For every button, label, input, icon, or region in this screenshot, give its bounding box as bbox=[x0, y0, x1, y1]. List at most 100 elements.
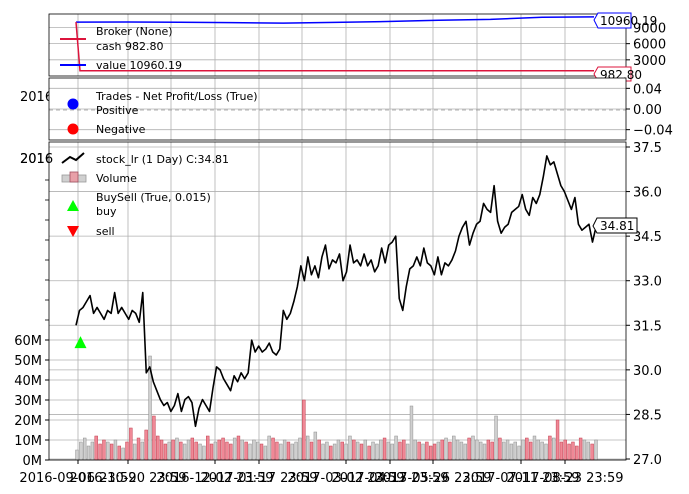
trades-panel: 0.04 0.00 −0.04 2016 Trades - Net Profit/L… bbox=[20, 77, 673, 167]
volume-bar-123 bbox=[548, 435, 552, 461]
volume-bar-67 bbox=[332, 443, 337, 461]
price-ytick-label-2: 30.0 bbox=[633, 364, 662, 379]
volume-bar-12 bbox=[121, 447, 125, 461]
close-legend-swatch bbox=[61, 152, 85, 164]
volume-bar-90 bbox=[421, 443, 425, 461]
volume-bar-46 bbox=[252, 439, 256, 461]
volume-bar-98 bbox=[452, 435, 456, 461]
volume-bar-119 bbox=[532, 435, 537, 461]
volume-bar-16 bbox=[136, 437, 141, 461]
volume-bar-6 bbox=[98, 443, 102, 461]
volume-bar-114 bbox=[513, 441, 517, 461]
price-panel: 27.0 28.5 30.0 31.5 33.0 34.5 36.0 37.5 0M 10M 20… bbox=[14, 141, 662, 486]
x-tick-label-4: 2017-03-02 23:59 bbox=[287, 471, 404, 486]
volume-bar-68 bbox=[336, 439, 341, 461]
volume-bar-115 bbox=[517, 445, 521, 461]
x-tick-label-8: 2017-08-23 23:59 bbox=[506, 471, 623, 486]
volume-ytick-label-3: 30M bbox=[14, 394, 42, 409]
volume-bar-96 bbox=[444, 437, 448, 461]
x-tick-label-1: 2016-10-20 23:59 bbox=[69, 471, 186, 486]
volume-bar-37 bbox=[217, 439, 221, 461]
volume-bar-127 bbox=[563, 439, 567, 461]
price-ytick-label-0: 27.0 bbox=[633, 453, 662, 468]
volume-bar-91 bbox=[425, 441, 429, 461]
x-tick-label-6: 2017-05-26 23:59 bbox=[374, 471, 491, 486]
volume-bar-79 bbox=[379, 439, 383, 461]
volume-bar-60 bbox=[305, 435, 310, 461]
price-ytick-label-4: 33.0 bbox=[633, 275, 662, 290]
volume-legend-swatch-accent bbox=[69, 171, 79, 183]
volume-bar-69 bbox=[340, 441, 344, 461]
volume-bar-126 bbox=[559, 441, 564, 461]
volume-bar-129 bbox=[571, 441, 575, 461]
volume-bar-14 bbox=[129, 427, 133, 461]
value-last-tag: 10960.19 bbox=[593, 12, 657, 29]
volume-bar-40 bbox=[229, 443, 233, 461]
volume-bar-20 bbox=[152, 415, 156, 461]
volume-bar-80 bbox=[382, 437, 387, 461]
price-partial-date: 2016 bbox=[20, 152, 53, 167]
volume-bar-32 bbox=[198, 443, 202, 461]
volume-bar-57 bbox=[294, 441, 298, 461]
volume-ytick-label-5: 50M bbox=[14, 354, 42, 369]
volume-bar-8 bbox=[106, 441, 110, 461]
buy-legend-label: buy bbox=[96, 205, 117, 218]
volume-ytick-label-1: 10M bbox=[14, 434, 42, 449]
volume-bar-62 bbox=[313, 431, 318, 461]
x-tick-label-5: 2017-04-13 23:59 bbox=[331, 471, 448, 486]
volume-bar-2 bbox=[83, 437, 87, 461]
sell-legend-marker bbox=[67, 226, 79, 237]
trades-legend: Trades - Net Profit/Loss (True) Positive… bbox=[67, 90, 258, 136]
volume-bar-122 bbox=[544, 443, 548, 461]
volume-bar-95 bbox=[440, 439, 444, 461]
broker-ytick-label-1: 6000 bbox=[633, 38, 666, 53]
price-ytick-label-6: 36.0 bbox=[633, 186, 662, 201]
volume-bar-17 bbox=[140, 441, 145, 461]
volume-bar-55 bbox=[286, 441, 291, 461]
close-legend-label: stock_lr (1 Day) C:34.81 bbox=[96, 153, 229, 166]
volume-bar-93 bbox=[432, 443, 437, 461]
volume-bar-10 bbox=[113, 439, 118, 461]
trades-legend-title: Trades - Net Profit/Loss (True) bbox=[95, 90, 258, 103]
buysell-legend-marker bbox=[67, 200, 79, 211]
volume-bar-3 bbox=[86, 445, 91, 461]
volume-bar-65 bbox=[325, 441, 329, 461]
volume-ytick-label-6: 60M bbox=[14, 334, 42, 349]
trades-y-ticks: 0.04 0.00 −0.04 bbox=[626, 82, 673, 139]
volume-bar-18 bbox=[144, 429, 148, 461]
volume-bar-4 bbox=[90, 441, 95, 461]
volume-bar-74 bbox=[359, 443, 364, 461]
volume-bar-13 bbox=[125, 441, 129, 461]
volume-bar-100 bbox=[459, 441, 464, 461]
volume-bar-29 bbox=[186, 439, 191, 461]
volume-bar-94 bbox=[436, 441, 441, 461]
volume-bar-117 bbox=[525, 437, 529, 461]
volume-bar-104 bbox=[475, 439, 479, 461]
x-tick-label-2: 2016-12-02 23:59 bbox=[156, 471, 273, 486]
close-series-line bbox=[75, 155, 597, 428]
volume-bar-36 bbox=[213, 441, 218, 461]
volume-bar-78 bbox=[375, 443, 379, 461]
volume-bar-34 bbox=[206, 435, 210, 461]
volume-bar-7 bbox=[102, 439, 106, 461]
volume-bar-61 bbox=[309, 441, 314, 461]
volume-bar-135 bbox=[594, 439, 598, 461]
negative-legend-label: Negative bbox=[96, 123, 146, 136]
volume-bar-58 bbox=[298, 437, 302, 461]
volume-bar-113 bbox=[509, 443, 514, 461]
volume-bar-22 bbox=[159, 439, 164, 461]
volume-bar-49 bbox=[263, 445, 268, 461]
volume-bar-1 bbox=[79, 441, 83, 461]
volume-bar-15 bbox=[132, 443, 137, 461]
volume-bar-112 bbox=[505, 439, 510, 461]
volume-bar-99 bbox=[455, 439, 460, 461]
volume-bars bbox=[75, 355, 598, 461]
volume-bar-5 bbox=[94, 435, 98, 461]
trades-gridlines bbox=[49, 78, 626, 140]
volume-bar-81 bbox=[386, 441, 391, 461]
broker-legend: Broker (None) cash 982.80 value 10960.19 bbox=[60, 25, 182, 72]
volume-bar-45 bbox=[248, 443, 252, 461]
volume-bar-130 bbox=[575, 445, 579, 461]
broker-legend-title: Broker (None) bbox=[96, 25, 173, 38]
